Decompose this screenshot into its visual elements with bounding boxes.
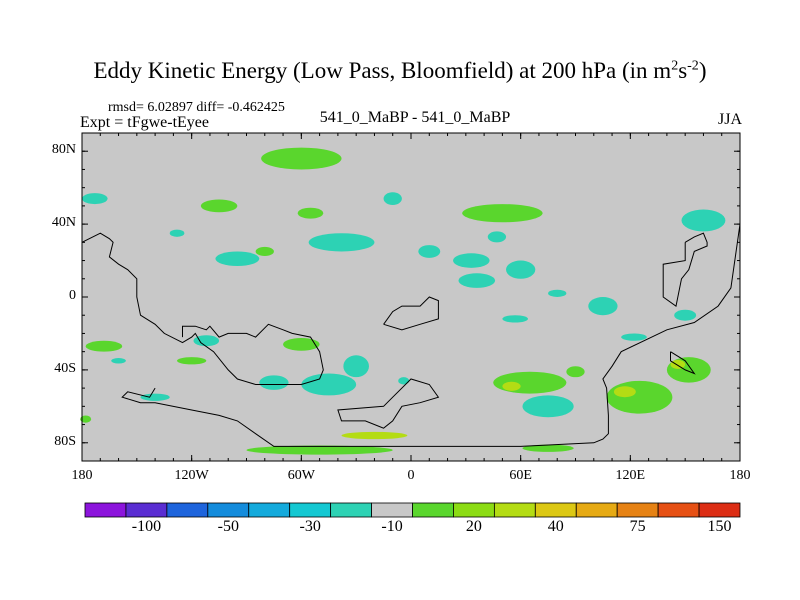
anomaly-patch bbox=[418, 245, 441, 258]
anomaly-patch bbox=[566, 366, 585, 378]
anomaly-patch bbox=[383, 192, 402, 205]
anomaly-patch bbox=[82, 193, 108, 205]
anomaly-patch bbox=[193, 335, 220, 347]
coastline bbox=[670, 351, 696, 375]
lon-tick-label: 120E bbox=[615, 468, 646, 483]
coastline bbox=[662, 232, 708, 307]
colorbar-box bbox=[207, 502, 250, 518]
anomaly-patch bbox=[343, 355, 369, 378]
anomaly-patch bbox=[308, 233, 375, 252]
colorbar-label: -50 bbox=[217, 518, 239, 535]
anomaly-patch bbox=[548, 289, 567, 297]
colorbar-label: 75 bbox=[629, 518, 646, 535]
anomaly-patch bbox=[522, 444, 574, 452]
lon-tick-label: 60W bbox=[287, 468, 315, 483]
colorbar-box bbox=[84, 502, 127, 518]
lon-tick-label: 180 bbox=[729, 468, 751, 483]
colorbar-box bbox=[575, 502, 618, 518]
anomaly-patch bbox=[506, 260, 536, 279]
coastlines bbox=[81, 224, 741, 447]
anomaly-patch bbox=[200, 199, 238, 213]
stats-label: rmsd= 6.02897 diff= -0.462425 bbox=[108, 100, 285, 115]
anomaly-patch bbox=[341, 431, 408, 440]
colorbar-box bbox=[698, 502, 741, 518]
colorbar-label: -30 bbox=[299, 518, 321, 535]
colorbar-box bbox=[125, 502, 168, 518]
lat-tick-label: 40N bbox=[51, 215, 76, 231]
anomaly-patch bbox=[588, 297, 618, 316]
anomaly-patch bbox=[140, 393, 170, 401]
colorbar-box bbox=[289, 502, 332, 518]
anomaly-patch bbox=[177, 357, 207, 365]
season-label: JJA bbox=[717, 111, 742, 128]
lon-tick-label: 60E bbox=[509, 468, 532, 483]
anomaly-patches bbox=[80, 147, 726, 455]
axis-ticks bbox=[81, 133, 741, 461]
anomaly-patch bbox=[301, 373, 357, 396]
colorbar-box bbox=[412, 502, 454, 518]
colorbar-label: 150 bbox=[707, 518, 732, 535]
colorbar-box bbox=[166, 502, 209, 518]
anomaly-patch bbox=[681, 209, 726, 232]
colorbar-box bbox=[657, 502, 700, 518]
anomaly-patch bbox=[259, 375, 289, 390]
coastline bbox=[337, 378, 440, 429]
anomaly-patch bbox=[255, 246, 274, 256]
lon-tick-label: 180 bbox=[71, 468, 93, 483]
anomaly-patch bbox=[111, 358, 126, 364]
lat-tick-label: 80S bbox=[54, 433, 76, 449]
lon-tick-label: 0 bbox=[407, 468, 415, 483]
anomaly-patch bbox=[246, 445, 393, 455]
colorbar-box bbox=[371, 502, 413, 518]
colorbar-box bbox=[493, 502, 536, 518]
anomaly-patch bbox=[674, 309, 697, 321]
coastline bbox=[121, 224, 741, 447]
anomaly-patch bbox=[85, 340, 123, 352]
anomaly-patch bbox=[297, 207, 324, 219]
colorbar-box bbox=[330, 502, 372, 518]
colorbar-label: -10 bbox=[381, 518, 403, 535]
anomaly-patch bbox=[487, 231, 507, 243]
anomaly-patch bbox=[458, 273, 496, 288]
anomaly-patch bbox=[613, 386, 636, 398]
anomaly-patch bbox=[261, 147, 342, 170]
colorbar bbox=[84, 502, 741, 518]
anomaly-patch bbox=[606, 380, 673, 414]
anomaly-patch bbox=[215, 251, 260, 267]
case-comparison-label: 541_0_MaBP - 541_0_MaBP bbox=[319, 109, 511, 126]
anomaly-patch bbox=[670, 359, 686, 369]
colorbar-label: 20 bbox=[465, 518, 482, 535]
lat-tick-label: 80N bbox=[51, 142, 76, 158]
colorbar-box bbox=[616, 502, 659, 518]
anomaly-patch bbox=[462, 204, 543, 223]
anomaly-patch bbox=[493, 371, 567, 394]
anomaly-patch bbox=[621, 333, 647, 341]
anomaly-patch bbox=[169, 229, 185, 237]
lat-tick-label: 40S bbox=[54, 360, 76, 376]
anomaly-patch bbox=[502, 315, 528, 323]
colorbar-box bbox=[248, 502, 291, 518]
colorbar-box bbox=[453, 502, 495, 518]
anomaly-patch bbox=[522, 395, 574, 418]
experiment-label: Expt = tFgwe-tEyee bbox=[80, 114, 209, 131]
anomaly-patch bbox=[453, 253, 490, 268]
colorbar-label: -100 bbox=[131, 518, 162, 535]
lon-tick-label: 120W bbox=[174, 468, 209, 483]
anomaly-patch bbox=[80, 415, 92, 423]
lat-tick-label: 0 bbox=[69, 288, 76, 303]
map-title: Eddy Kinetic Energy (Low Pass, Bloomfiel… bbox=[93, 58, 707, 83]
colorbar-box bbox=[534, 502, 577, 518]
coastline bbox=[81, 232, 324, 385]
anomaly-patch bbox=[502, 381, 521, 391]
colorbar-label: 40 bbox=[547, 518, 564, 535]
coastline bbox=[383, 296, 439, 331]
anomaly-patch bbox=[283, 338, 320, 351]
anomaly-patch bbox=[398, 377, 410, 385]
